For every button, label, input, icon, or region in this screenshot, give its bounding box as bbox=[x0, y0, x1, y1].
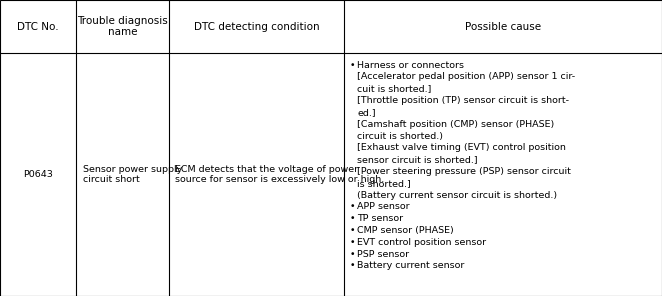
Text: (Battery current sensor circuit is shorted.): (Battery current sensor circuit is short… bbox=[357, 191, 557, 200]
Text: •: • bbox=[350, 214, 355, 223]
Text: [Power steering pressure (PSP) sensor circuit: [Power steering pressure (PSP) sensor ci… bbox=[357, 167, 571, 176]
Text: circuit is shorted.): circuit is shorted.) bbox=[357, 131, 444, 141]
Text: DTC No.: DTC No. bbox=[17, 22, 59, 32]
Text: •: • bbox=[350, 61, 355, 70]
Text: sensor circuit is shorted.]: sensor circuit is shorted.] bbox=[357, 155, 478, 164]
Text: [Exhaust valve timing (EVT) control position: [Exhaust valve timing (EVT) control posi… bbox=[357, 143, 567, 152]
Text: [Camshaft position (CMP) sensor (PHASE): [Camshaft position (CMP) sensor (PHASE) bbox=[357, 120, 555, 129]
Text: DTC detecting condition: DTC detecting condition bbox=[194, 22, 319, 32]
Text: [Throttle position (TP) sensor circuit is short-: [Throttle position (TP) sensor circuit i… bbox=[357, 96, 569, 105]
Text: •: • bbox=[350, 261, 355, 270]
Text: cuit is shorted.]: cuit is shorted.] bbox=[357, 84, 432, 93]
Text: PSP sensor: PSP sensor bbox=[357, 250, 410, 259]
Text: Battery current sensor: Battery current sensor bbox=[357, 261, 465, 270]
Text: Possible cause: Possible cause bbox=[465, 22, 541, 32]
Text: •: • bbox=[350, 226, 355, 235]
Text: ECM detects that the voltage of power
source for sensor is excessively low or hi: ECM detects that the voltage of power so… bbox=[175, 165, 385, 184]
Text: •: • bbox=[350, 202, 355, 211]
Text: •: • bbox=[350, 250, 355, 259]
Text: EVT control position sensor: EVT control position sensor bbox=[357, 238, 487, 247]
Text: P0643: P0643 bbox=[23, 170, 53, 179]
Text: is shorted.]: is shorted.] bbox=[357, 179, 411, 188]
Text: APP sensor: APP sensor bbox=[357, 202, 410, 211]
Text: [Accelerator pedal position (APP) sensor 1 cir-: [Accelerator pedal position (APP) sensor… bbox=[357, 73, 575, 81]
Text: •: • bbox=[350, 238, 355, 247]
Text: Harness or connectors: Harness or connectors bbox=[357, 61, 465, 70]
Text: ed.]: ed.] bbox=[357, 108, 376, 117]
Text: TP sensor: TP sensor bbox=[357, 214, 404, 223]
Text: Sensor power supply
circuit short: Sensor power supply circuit short bbox=[83, 165, 182, 184]
Text: Trouble diagnosis
name: Trouble diagnosis name bbox=[77, 16, 168, 37]
Text: CMP sensor (PHASE): CMP sensor (PHASE) bbox=[357, 226, 454, 235]
